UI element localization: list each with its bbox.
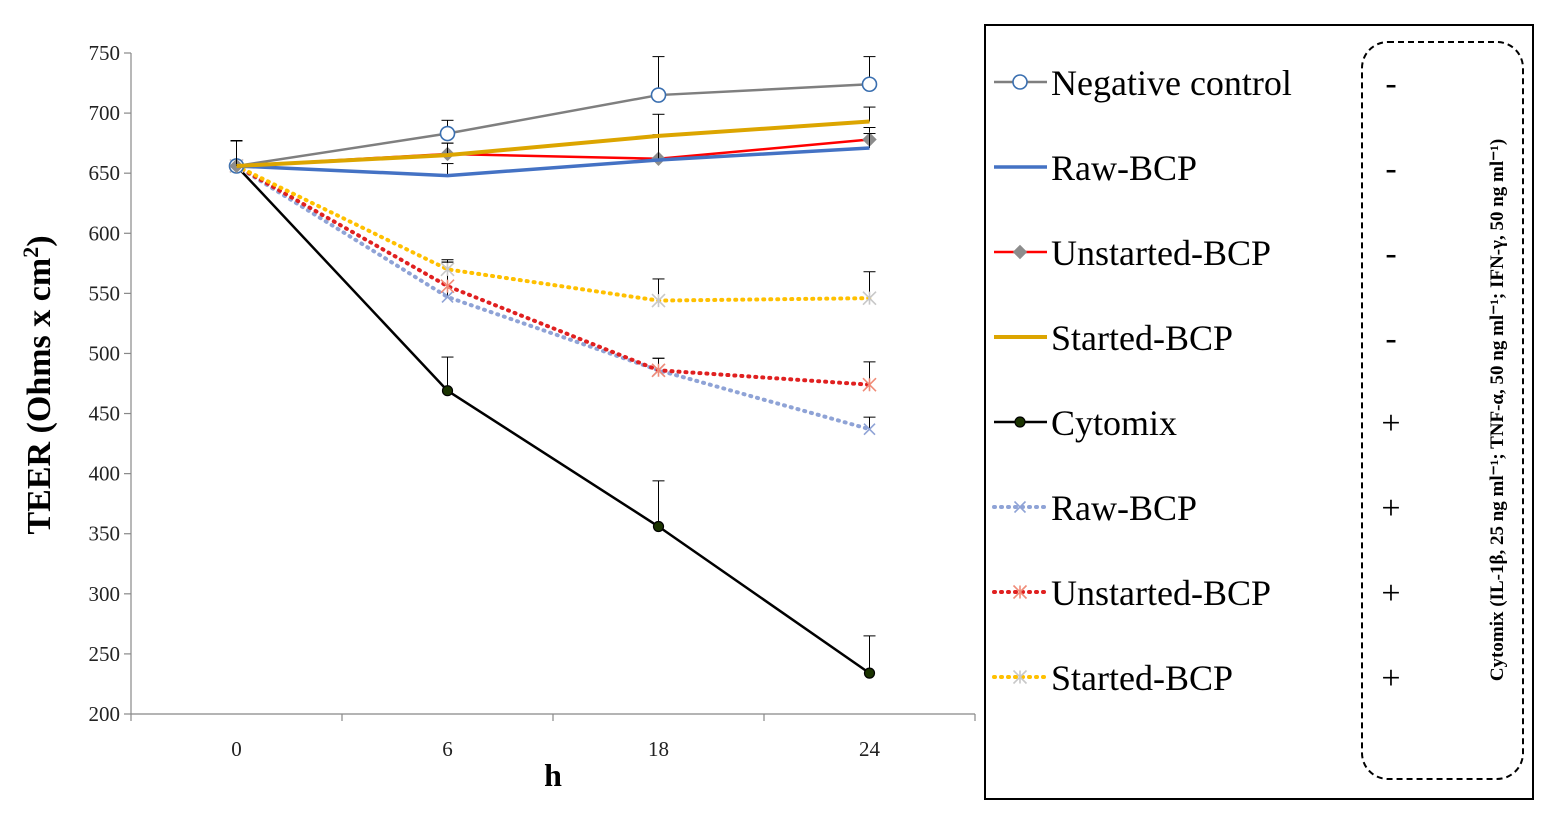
data-point	[651, 293, 666, 308]
x-tick-label: 18	[648, 737, 669, 761]
legend-cytomix-sign: +	[1381, 490, 1400, 527]
series-line	[236, 119, 870, 168]
legend-marker	[1013, 500, 1027, 514]
y-axis-title: TEER (Ohms x cm2)	[18, 235, 58, 534]
cytomix-dashed-box	[1361, 41, 1524, 780]
series-line	[234, 163, 872, 432]
x-axis-title: h	[544, 757, 562, 793]
y-tick-label: 450	[89, 402, 121, 426]
data-point	[440, 279, 455, 294]
y-axis-title-main: TEER (Ohms x cm	[21, 258, 58, 535]
series-5	[230, 140, 876, 436]
legend-entry: Started-BCP +	[992, 658, 1401, 698]
legend-entry: Started-BCP -	[994, 318, 1397, 358]
legend-label: Cytomix	[1051, 403, 1177, 443]
legend-label: Raw-BCP	[1051, 488, 1197, 528]
data-point	[441, 385, 454, 397]
legend-entry: Negative control -	[994, 63, 1397, 103]
legend-marker	[1012, 244, 1028, 260]
legend-entry: Unstarted-BCP +	[992, 573, 1401, 613]
x-tick-label: 24	[859, 737, 881, 761]
cytomix-note: Cytomix (IL-1β, 25 ng ml⁻¹; TNF-α, 50 ng…	[1487, 139, 1508, 681]
x-axis: 0 6 18 24	[130, 713, 976, 761]
data-point	[652, 520, 665, 533]
legend-cytomix-sign: -	[1385, 150, 1396, 187]
legend-entry: Raw-BCP +	[992, 488, 1401, 528]
y-tick-label: 200	[89, 702, 121, 726]
legend-box	[984, 24, 1534, 800]
series-line	[234, 163, 872, 303]
legend-marker	[1012, 74, 1028, 90]
series-0	[228, 56, 878, 174]
legend-cytomix-sign: -	[1385, 235, 1396, 272]
y-tick-label: 750	[89, 41, 121, 65]
data-point	[862, 377, 877, 392]
legend-entries: Negative control -Raw-BCP -Unstarted-BCP -S…	[992, 63, 1401, 698]
legend: Negative control -Raw-BCP -Unstarted-BCP -S…	[984, 24, 1534, 800]
y-tick-label: 700	[89, 101, 121, 125]
data-point	[651, 363, 666, 378]
series-1	[230, 133, 876, 178]
y-tick-label: 350	[89, 522, 121, 546]
legend-label: Raw-BCP	[1051, 148, 1197, 188]
legend-cytomix-sign: +	[1381, 660, 1400, 697]
series-2	[229, 127, 877, 174]
data-point	[863, 423, 876, 436]
data-point	[441, 290, 454, 304]
y-tick-label: 600	[89, 221, 121, 245]
y-axis-title-close: )	[21, 235, 58, 246]
y-tick-label: 400	[89, 462, 121, 486]
series-6	[229, 140, 877, 392]
x-tick-label: 0	[231, 737, 242, 761]
series-7	[229, 140, 877, 308]
data-point	[861, 76, 878, 93]
series-line	[236, 146, 870, 178]
legend-label: Unstarted-BCP	[1051, 573, 1271, 613]
legend-entry: Cytomix +	[994, 403, 1401, 443]
legend-entry: Unstarted-BCP -	[994, 233, 1397, 273]
legend-entry: Raw-BCP -	[994, 148, 1397, 188]
data-point	[863, 667, 876, 679]
legend-marker	[1014, 416, 1026, 428]
series-line	[235, 165, 871, 675]
y-axis: 200 250 300 350 400 450 500 550 600 650 700 750	[89, 41, 132, 726]
y-tick-label: 550	[89, 281, 121, 305]
data-point	[440, 262, 455, 277]
series-3	[230, 106, 876, 168]
y-tick-label: 500	[89, 341, 121, 365]
legend-cytomix-sign: +	[1381, 575, 1400, 612]
y-tick-label: 650	[89, 161, 121, 185]
data-point	[439, 125, 456, 142]
y-tick-label: 300	[89, 582, 121, 606]
y-tick-label: 250	[89, 642, 121, 666]
legend-label: Negative control	[1051, 63, 1292, 103]
legend-label: Unstarted-BCP	[1051, 233, 1271, 273]
data-point	[862, 291, 877, 306]
legend-cytomix-sign: -	[1385, 320, 1396, 357]
series-line	[234, 163, 872, 387]
plot-area	[228, 56, 878, 679]
legend-cytomix-sign: +	[1381, 405, 1400, 442]
series-line	[236, 82, 870, 168]
legend-label: Started-BCP	[1051, 318, 1233, 358]
legend-label: Started-BCP	[1051, 658, 1233, 698]
y-axis-title-superscript: 2	[18, 247, 43, 258]
legend-marker	[1012, 669, 1028, 685]
x-tick-label: 6	[442, 737, 453, 761]
legend-cytomix-sign: -	[1385, 65, 1396, 102]
legend-marker	[1012, 584, 1028, 600]
data-point	[650, 87, 667, 103]
